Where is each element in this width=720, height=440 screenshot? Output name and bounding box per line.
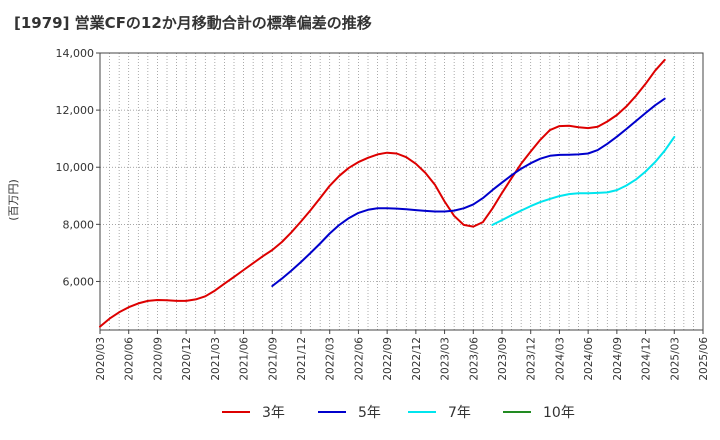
x-tick-label: 2024/12 — [641, 337, 653, 381]
chart-title: [1979] 営業CFの12か月移動合計の標準偏差の推移 — [14, 14, 372, 32]
x-tick-label: 2024/03 — [554, 337, 566, 381]
series-line-3年 — [99, 58, 666, 328]
x-tick-label: 2024/09 — [612, 337, 624, 381]
y-tick-label: 12,000 — [56, 104, 95, 117]
x-tick-label: 2022/03 — [325, 337, 337, 381]
series-layer — [99, 58, 676, 328]
x-tick-label: 2020/12 — [181, 337, 193, 381]
x-tick-label: 2023/06 — [468, 337, 480, 381]
legend-label-3年: 3年 — [262, 405, 285, 421]
x-tick-label: 2022/09 — [382, 337, 394, 381]
x-tick-label: 2023/12 — [526, 337, 538, 381]
x-tick-label: 2025/03 — [669, 337, 681, 381]
y-tick-label: 14,000 — [56, 47, 95, 60]
x-tick-label: 2020/03 — [95, 337, 107, 381]
legend-label-10年: 10年 — [543, 405, 575, 421]
y-axis-label: (百万円) — [7, 179, 20, 221]
legend-label-5年: 5年 — [358, 405, 381, 421]
x-tick-label: 2023/03 — [440, 337, 452, 381]
series-line-5年 — [271, 97, 666, 287]
legend-layer: 3年 5年 7年 10年 — [222, 405, 575, 421]
x-tick-label: 2023/09 — [497, 337, 509, 381]
series-line-7年 — [491, 136, 676, 226]
x-tick-label: 2021/09 — [267, 337, 279, 381]
x-tick-label: 2025/06 — [698, 337, 710, 381]
plot-frame — [99, 52, 704, 331]
x-tick-label: 2020/09 — [152, 337, 164, 381]
y-tick-label: 10,000 — [56, 161, 95, 174]
grid-layer — [100, 52, 703, 330]
legend-label-7年: 7年 — [448, 405, 471, 421]
x-tick-label: 2021/12 — [296, 337, 308, 381]
x-tick-label: 2022/12 — [411, 337, 423, 381]
x-tick-label: 2024/06 — [583, 337, 595, 381]
x-tick-label: 2020/06 — [124, 337, 136, 381]
y-tick-label: 8,000 — [63, 218, 95, 231]
x-tick-label: 2021/06 — [239, 337, 251, 381]
x-tick-label: 2021/03 — [210, 337, 222, 381]
y-tick-label: 6,000 — [63, 275, 95, 288]
x-tick-label: 2022/06 — [353, 337, 365, 381]
axis-layer: 6,000 8,000 10,000 12,000 14,000 2020/03 2020/… — [56, 47, 711, 381]
